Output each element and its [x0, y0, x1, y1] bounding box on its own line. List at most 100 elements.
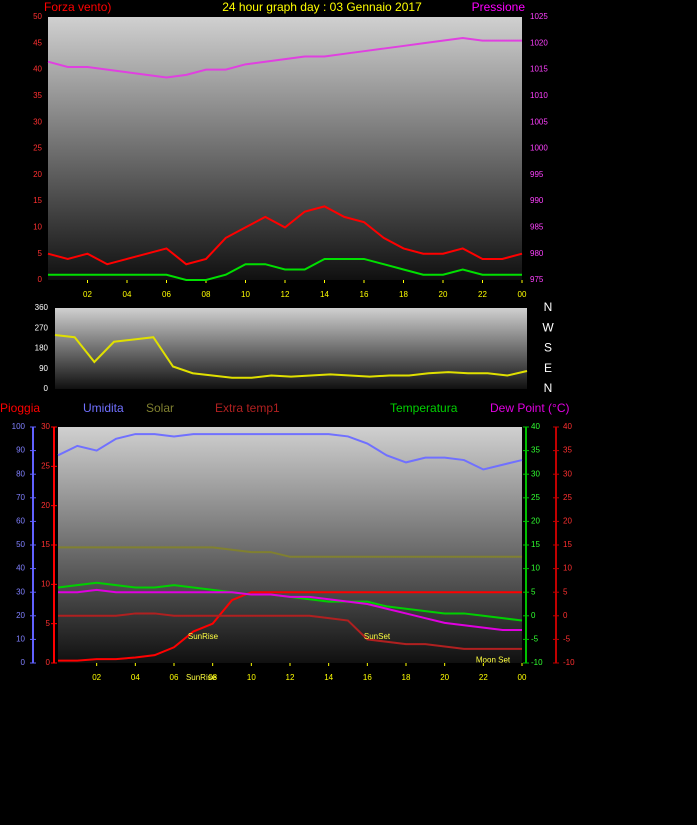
tick-label: 40: [531, 422, 540, 431]
x-tick-label: 06: [162, 290, 171, 299]
tick-label: -10: [531, 658, 543, 667]
tick-label: 20: [563, 517, 572, 526]
x-tick-label: 00: [518, 290, 527, 299]
tick-label: 0: [531, 611, 536, 620]
tick-label: 90: [39, 364, 48, 373]
tick-label: 10: [16, 635, 25, 644]
x-tick-label: 20: [440, 673, 449, 682]
tick-label: 40: [563, 422, 572, 431]
tick-label: 1010: [530, 91, 548, 100]
x-tick-label: 22: [478, 290, 487, 299]
tick-label: 35: [33, 91, 42, 100]
tick-label: 15: [563, 540, 572, 549]
x-tick-label: 04: [123, 290, 132, 299]
series-line: [58, 591, 522, 662]
tick-label: 360: [35, 303, 49, 312]
series-line: [47, 205, 523, 266]
annotation: Moon Set: [476, 656, 511, 665]
annotation: SunRise: [188, 632, 219, 641]
tick-label: 60: [16, 517, 25, 526]
series-line: [58, 612, 522, 650]
tick-label: 45: [33, 38, 42, 47]
legend-entry: Dew Point (°C): [490, 401, 569, 415]
legend-entry: Pioggia: [0, 401, 40, 415]
x-tick-label: 08: [208, 673, 217, 682]
x-tick-label: 18: [402, 673, 411, 682]
tick-label: 1005: [530, 117, 548, 126]
tick-label: 5: [531, 587, 536, 596]
x-tick-label: 04: [131, 673, 140, 682]
tick-label: 50: [16, 540, 25, 549]
x-tick-label: 02: [83, 290, 92, 299]
tick-label: -5: [563, 635, 571, 644]
chart-title: 24 hour graph day : 03 Gennaio 2017: [222, 0, 422, 14]
tick-label: 995: [530, 170, 544, 179]
plot-area: [55, 308, 527, 389]
x-tick-label: 06: [170, 673, 179, 682]
tick-label: 90: [16, 446, 25, 455]
series-line: [48, 257, 522, 281]
x-tick-label: 02: [92, 673, 101, 682]
tick-label: 270: [35, 323, 49, 332]
x-tick-label: 14: [320, 290, 329, 299]
tick-label: 990: [530, 196, 544, 205]
tick-label: 30: [41, 422, 50, 431]
tick-label: 985: [530, 223, 544, 232]
series-line: [58, 546, 522, 558]
tick-label: N: [544, 381, 553, 395]
tick-label: 10: [563, 564, 572, 573]
x-tick-label: 16: [363, 673, 372, 682]
series-line: [54, 334, 528, 379]
tick-label: E: [544, 361, 552, 375]
tick-label: 30: [531, 469, 540, 478]
x-tick-label: 12: [281, 290, 290, 299]
tick-label: -10: [563, 658, 575, 667]
annotation: SunRise: [186, 673, 217, 682]
tick-label: 20: [33, 170, 42, 179]
tick-label: 0: [21, 658, 26, 667]
x-tick-label: 00: [518, 673, 527, 682]
tick-label: 15: [33, 196, 42, 205]
tick-label: N: [544, 300, 553, 314]
tick-label: 1025: [530, 12, 548, 21]
tick-label: 180: [35, 344, 49, 353]
tick-label: 20: [16, 611, 25, 620]
tick-label: 35: [563, 446, 572, 455]
x-tick-label: 14: [324, 673, 333, 682]
tick-label: 25: [41, 461, 50, 470]
x-tick-label: 10: [241, 290, 250, 299]
tick-label: 40: [16, 564, 25, 573]
y-axis-label: Forza vento): [44, 0, 111, 14]
tick-label: 0: [46, 658, 51, 667]
annotation: SunSet: [364, 632, 391, 641]
tick-label: 10: [531, 564, 540, 573]
tick-label: 70: [16, 493, 25, 502]
tick-label: 10: [33, 223, 42, 232]
tick-label: 80: [16, 469, 25, 478]
tick-label: 50: [33, 12, 42, 21]
tick-label: 20: [41, 501, 50, 510]
plot-area: [58, 427, 522, 663]
legend-entry: Extra temp1: [215, 401, 280, 415]
tick-label: 10: [41, 579, 50, 588]
x-tick-label: 16: [360, 290, 369, 299]
x-tick-label: 12: [286, 673, 295, 682]
tick-label: 100: [12, 422, 26, 431]
tick-label: 1015: [530, 65, 548, 74]
tick-label: 25: [531, 493, 540, 502]
tick-label: 1000: [530, 144, 548, 153]
tick-label: 5: [38, 249, 43, 258]
tick-label: 20: [531, 517, 540, 526]
tick-label: 35: [531, 446, 540, 455]
series-line: [58, 588, 522, 631]
legend-entry: Umidita: [83, 401, 124, 415]
x-tick-label: 20: [439, 290, 448, 299]
x-tick-label: 22: [479, 673, 488, 682]
tick-label: 15: [531, 540, 540, 549]
tick-label: 0: [563, 611, 568, 620]
tick-label: 30: [16, 587, 25, 596]
tick-label: 25: [33, 144, 42, 153]
legend-entry: Solar: [146, 401, 174, 415]
tick-label: 980: [530, 249, 544, 258]
